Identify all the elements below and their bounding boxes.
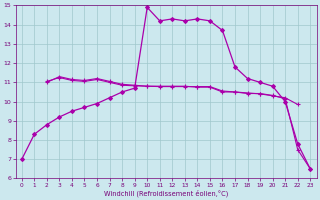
X-axis label: Windchill (Refroidissement éolien,°C): Windchill (Refroidissement éolien,°C)	[104, 189, 228, 197]
